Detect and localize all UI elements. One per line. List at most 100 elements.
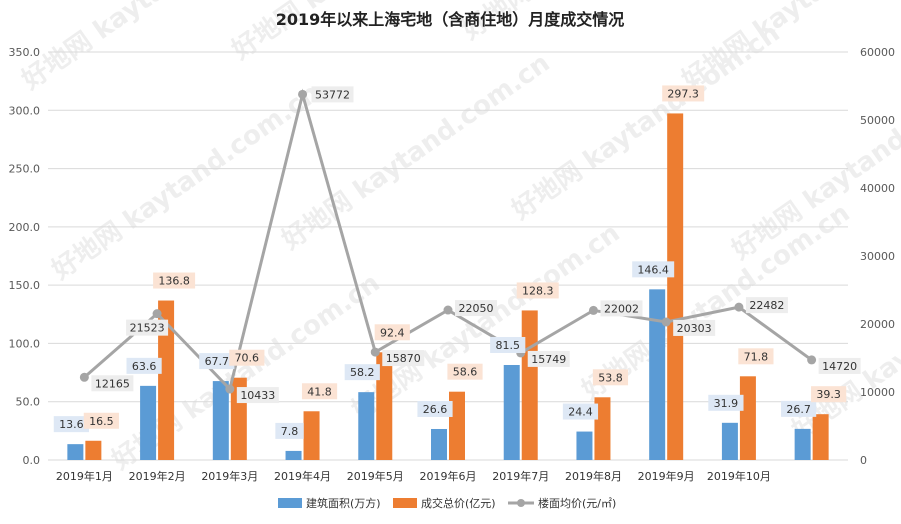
label-total: 41.8 — [307, 385, 332, 398]
left-axis: 0.0 50.0 100.0 150.0 200.0 250.0 300.0 350.0 — [9, 46, 41, 467]
label-total-bg — [153, 272, 196, 289]
bar-area — [649, 289, 666, 460]
label-area-bg — [417, 400, 453, 417]
label-price-bg — [600, 300, 643, 317]
label-total: 297.3 — [667, 87, 699, 100]
label-price-bg — [382, 350, 425, 367]
legend-swatch — [278, 498, 302, 508]
legend-label: 楼面均价(元/㎡) — [538, 496, 616, 510]
left-tick-label: 350.0 — [9, 46, 41, 59]
label-price-bg — [527, 350, 570, 367]
label-price: 20303 — [677, 322, 712, 335]
legend-label: 建筑面积(万方) — [306, 496, 381, 510]
bar-area — [576, 431, 593, 460]
label-price-bg — [818, 357, 861, 374]
label-price-bg — [745, 297, 788, 314]
label-total-bg — [229, 349, 265, 366]
right-tick-label: 20000 — [860, 318, 895, 331]
label-price: 22002 — [604, 302, 639, 315]
label-price-bg — [455, 300, 497, 317]
right-tick-label: 40000 — [860, 182, 895, 195]
category-label: 2019年5月 — [347, 469, 404, 483]
label-price-bg — [126, 319, 169, 336]
legend: 建筑面积(万方) 成交总价(亿元) 楼面均价(元/㎡) — [278, 496, 616, 510]
label-area: 7.8 — [281, 425, 299, 438]
bar-area — [721, 422, 738, 460]
label-total-bg — [83, 412, 119, 429]
label-total: 58.6 — [453, 366, 478, 379]
line-point — [734, 302, 744, 312]
label-area: 58.2 — [350, 366, 375, 379]
label-area: 31.9 — [714, 397, 739, 410]
label-area-bg — [344, 364, 380, 381]
label-price-bg — [673, 319, 716, 336]
label-area: 81.5 — [495, 339, 520, 352]
bar-total — [594, 397, 611, 460]
label-total: 136.8 — [158, 275, 190, 288]
label-price-bg — [236, 387, 279, 404]
label-area: 63.6 — [132, 360, 157, 373]
label-total: 71.8 — [744, 350, 769, 363]
bar-total — [812, 414, 829, 460]
label-total-bg — [662, 85, 705, 102]
bar-total — [303, 411, 320, 460]
right-axis: 0 10000 20000 30000 40000 50000 60000 — [860, 46, 895, 467]
line-point — [298, 89, 308, 99]
label-area: 26.6 — [423, 403, 448, 416]
category-label: 2019年3月 — [201, 469, 258, 483]
label-area-bg — [781, 400, 817, 417]
label-price: 21523 — [130, 322, 165, 335]
label-price: 12165 — [95, 377, 130, 390]
right-tick-label: 30000 — [860, 250, 895, 263]
label-area-bg — [275, 422, 304, 439]
line-point — [225, 384, 235, 394]
bar-total — [376, 352, 393, 460]
bar-area — [140, 385, 157, 460]
label-total: 53.8 — [598, 371, 623, 384]
chart-title: 2019年以来上海宅地（含商住地）月度成交情况 — [276, 10, 625, 29]
label-total: 70.6 — [235, 352, 260, 365]
left-tick-label: 150.0 — [9, 279, 41, 292]
bar-total — [739, 376, 756, 460]
label-total-bg — [301, 383, 338, 400]
category-label: 2019年2月 — [129, 469, 186, 483]
label-total-bg — [738, 348, 774, 365]
bar-area — [67, 444, 84, 460]
category-label: 2019年8月 — [565, 469, 622, 483]
line-point — [807, 355, 817, 365]
bar-total — [449, 391, 465, 460]
label-price: 22482 — [749, 299, 784, 312]
label-total-bg — [592, 369, 629, 386]
bar-area — [212, 381, 229, 460]
label-area-bg — [708, 394, 744, 411]
label-area: 13.6 — [59, 418, 84, 431]
label-price-bg — [91, 375, 134, 392]
label-total: 39.3 — [816, 388, 841, 401]
watermark-text: 好地网 kaytand.com.cn — [506, 18, 785, 226]
data-labels-layer: 13.6 16.5 63.6 136.8 67.7 70.6 7.8 41.8 58.2 92.4… — [53, 85, 861, 439]
legend-swatch — [393, 498, 417, 508]
left-tick-label: 250.0 — [9, 163, 41, 176]
line-point — [152, 309, 162, 319]
label-area-bg — [562, 403, 599, 420]
line-point — [661, 317, 671, 327]
label-area: 146.4 — [637, 263, 669, 276]
line-point — [443, 305, 453, 315]
watermark-text: 好地网 kaytand.com.cn — [46, 78, 325, 286]
category-label: 2019年1月 — [56, 469, 113, 483]
label-total: 92.4 — [380, 326, 405, 339]
right-tick-label: 0 — [860, 454, 867, 467]
label-area-bg — [199, 353, 235, 370]
label-total-bg — [447, 363, 483, 380]
line-point — [370, 347, 380, 357]
bar-area — [358, 392, 375, 460]
bar-total — [521, 310, 538, 460]
left-tick-label: 100.0 — [9, 337, 41, 350]
label-price: 15870 — [386, 352, 421, 365]
label-area-bg — [53, 416, 89, 433]
line-point — [79, 372, 89, 382]
label-price: 15749 — [531, 353, 566, 366]
label-price: 10433 — [240, 389, 275, 402]
